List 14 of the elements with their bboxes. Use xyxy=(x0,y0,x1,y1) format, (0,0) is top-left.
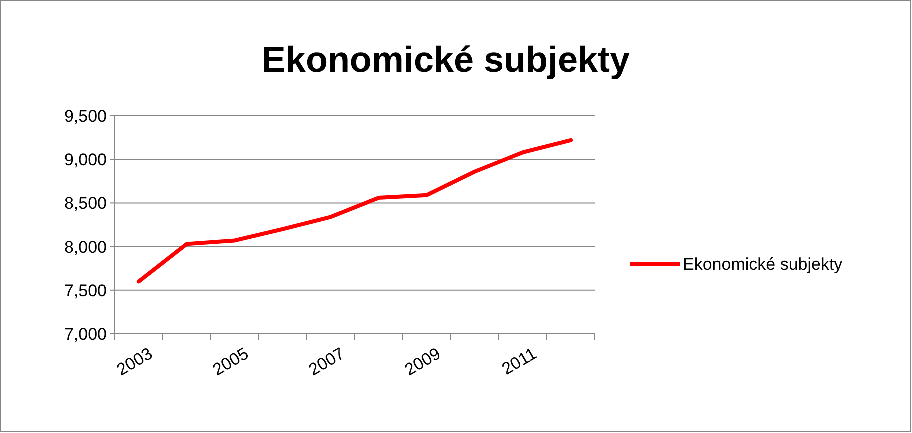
y-tick-label: 9,500 xyxy=(64,106,107,126)
y-tick-label: 7,500 xyxy=(64,281,107,300)
x-tick-label: 2005 xyxy=(210,344,252,380)
y-tick-label: 8,500 xyxy=(64,194,107,214)
y-tick-label: 8,000 xyxy=(64,238,107,257)
x-tick-label: 2011 xyxy=(498,344,540,379)
line-series xyxy=(137,138,573,284)
x-tick-label: 2009 xyxy=(402,344,444,380)
chart-title: Ekonomické subjekty xyxy=(262,39,630,80)
y-tick-label: 9,000 xyxy=(64,150,107,170)
y-tick-label: 7,000 xyxy=(64,324,107,344)
x-tick-label: 2007 xyxy=(306,344,348,380)
legend-label: Ekonomické subjekty xyxy=(683,254,844,274)
x-tick-label: 2003 xyxy=(114,344,156,380)
